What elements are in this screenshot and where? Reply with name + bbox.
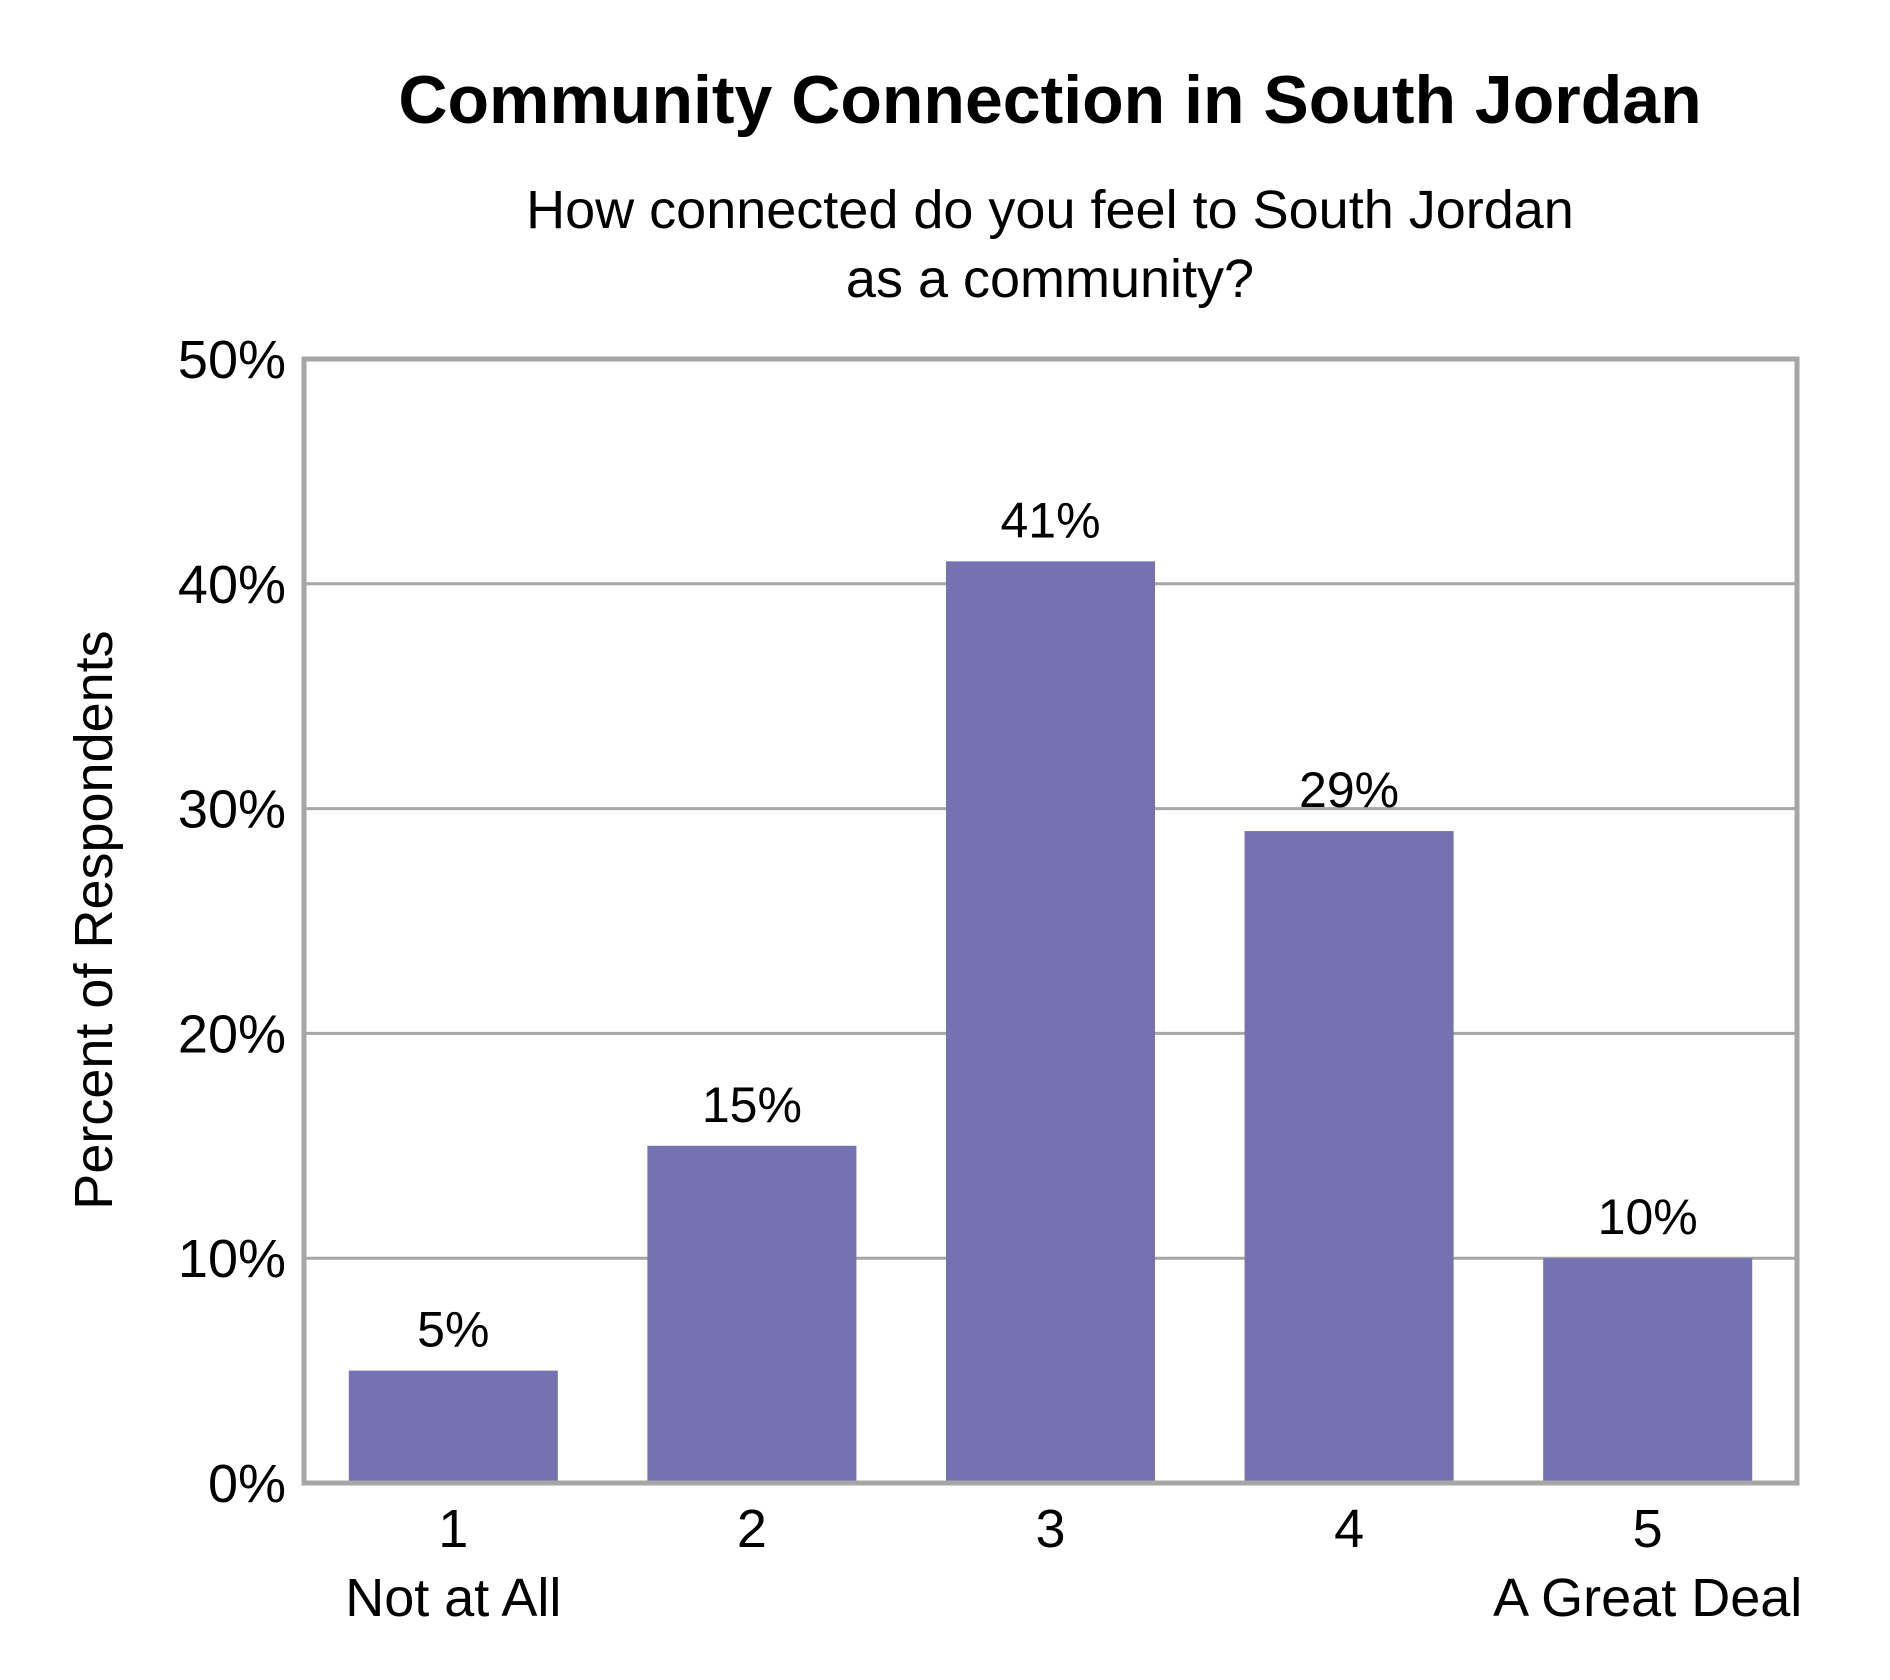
plot-frame [301,356,1800,1486]
data-label-1: 5% [417,1302,489,1358]
x-tick-label-4: 4 [1334,1499,1364,1559]
chart-subtitle-line-1: How connected do you feel to South Jorda… [526,180,1574,240]
bar-2 [647,1145,857,1483]
y-axis-ticks: 0% 10% 20% 30% 40% 50% [178,330,286,1514]
x-tick-label-1: 1 [438,1499,468,1559]
data-label-5: 10% [1598,1189,1698,1245]
data-label-2: 15% [702,1077,802,1133]
y-tick-label-0: 0% [208,1454,286,1514]
y-tick-label-20: 20% [178,1004,286,1064]
bar-5 [1543,1258,1753,1483]
x-axis-ticks: 1 Not at All 2 3 4 5 A Great Deal [345,1499,1802,1628]
data-labels: 5% 15% 41% 29% 10% [417,492,1698,1357]
chart-title: Community Connection in South Jordan [398,62,1701,138]
bar-4 [1244,831,1454,1483]
plot-border [301,356,1800,1486]
data-label-4: 29% [1299,762,1399,818]
x-tick-sublabel-1: Not at All [345,1568,561,1628]
y-axis-label: Percent of Respondents [64,630,124,1209]
data-label-3: 41% [1000,492,1100,548]
x-tick-label-5: 5 [1633,1499,1663,1559]
bar-3 [945,561,1156,1483]
y-tick-label-10: 10% [178,1229,286,1289]
chart-subtitle-line-2: as a community? [846,249,1254,309]
x-tick-sublabel-5: A Great Deal [1493,1568,1802,1628]
y-tick-label-30: 30% [178,780,286,840]
x-tick-label-3: 3 [1035,1499,1065,1559]
y-tick-label-40: 40% [178,555,286,615]
y-tick-label-50: 50% [178,330,286,390]
x-tick-label-2: 2 [737,1499,767,1559]
bar-1 [348,1370,558,1483]
bars [348,561,1753,1483]
